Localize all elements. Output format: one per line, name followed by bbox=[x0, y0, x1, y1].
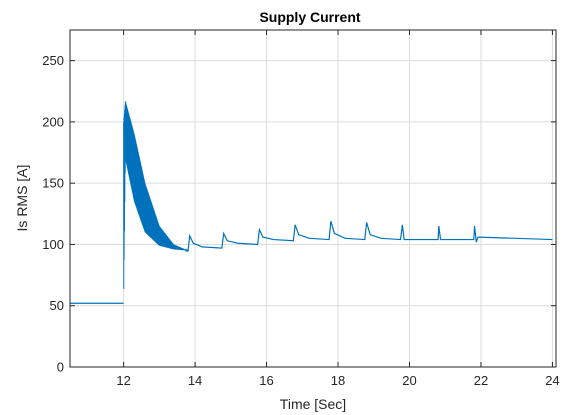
x-tick-label: 18 bbox=[331, 373, 345, 388]
y-tick-label: 250 bbox=[42, 53, 64, 68]
y-axis-label: Is RMS [A] bbox=[14, 165, 30, 232]
series-line bbox=[187, 221, 553, 252]
y-tick-label: 150 bbox=[42, 176, 64, 191]
series-layer bbox=[70, 101, 553, 304]
axes-frame bbox=[69, 29, 557, 368]
series-oscillation-band bbox=[123, 101, 189, 289]
x-tick-label: 16 bbox=[259, 373, 273, 388]
x-tick-label: 20 bbox=[402, 373, 416, 388]
y-tick-label: 50 bbox=[50, 298, 64, 313]
y-tick-label: 100 bbox=[42, 237, 64, 252]
x-axis-label: Time [Sec] bbox=[280, 396, 346, 412]
chart-title: Supply Current bbox=[259, 9, 360, 25]
y-tick-label: 200 bbox=[42, 114, 64, 129]
plot-background bbox=[70, 30, 556, 367]
x-tick-label: 24 bbox=[545, 373, 559, 388]
y-tick-label: 0 bbox=[57, 360, 64, 375]
ticks: 12 14 16 18 20 22 24 0 50 100 150 200 250 bbox=[42, 30, 560, 388]
x-tick-label: 12 bbox=[116, 373, 130, 388]
x-tick-label: 22 bbox=[474, 373, 488, 388]
x-tick-label: 14 bbox=[188, 373, 202, 388]
plot-area: 12 14 16 18 20 22 24 0 50 100 150 200 250 bbox=[42, 29, 560, 388]
